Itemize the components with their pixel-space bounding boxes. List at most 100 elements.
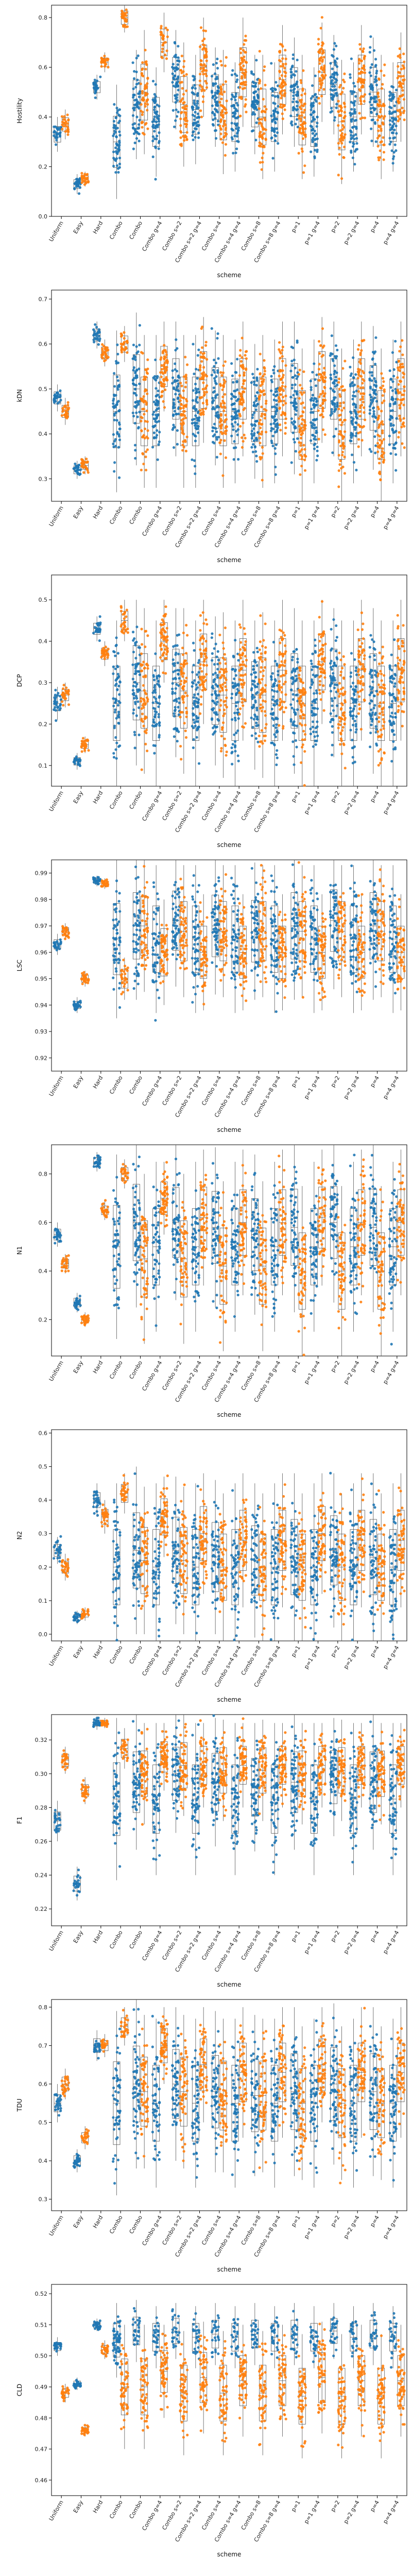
strip-point: [284, 417, 287, 420]
strip-point: [194, 409, 197, 412]
strip-point: [391, 351, 394, 354]
strip-point: [331, 679, 334, 682]
strip-point: [402, 417, 405, 420]
strip-point: [171, 406, 175, 410]
strip-point: [193, 721, 196, 724]
strip-point: [131, 378, 135, 381]
strip-point: [237, 717, 240, 720]
strip-point: [76, 465, 79, 468]
strip-point: [319, 344, 322, 347]
strip-point: [380, 442, 383, 445]
strip-point: [191, 134, 194, 137]
strip-point: [303, 122, 306, 125]
strip-point: [363, 71, 367, 74]
strip-point: [276, 94, 279, 98]
strip-point: [255, 438, 259, 442]
strip-point: [291, 693, 295, 696]
strip-point: [211, 123, 214, 126]
strip-point: [154, 697, 158, 701]
strip-point: [303, 448, 306, 451]
strip-point: [232, 381, 235, 384]
strip-point: [242, 64, 245, 67]
strip-point: [333, 73, 336, 77]
strip-point: [138, 140, 141, 143]
strip-point: [282, 84, 285, 88]
strip-point: [171, 428, 174, 431]
strip-point: [393, 685, 396, 688]
strip-point: [97, 343, 100, 346]
strip-point: [212, 368, 215, 372]
strip-point: [330, 659, 333, 663]
strip-point: [219, 371, 222, 374]
strip-point: [143, 689, 146, 692]
strip-point: [279, 429, 282, 432]
strip-point: [270, 375, 273, 378]
strip-point: [276, 749, 279, 752]
strip-point: [230, 746, 233, 750]
strip-point: [254, 450, 258, 453]
strip-point: [66, 403, 70, 406]
strip-point: [245, 110, 248, 113]
strip-point: [122, 622, 125, 625]
strip-point: [176, 429, 179, 432]
strip-point: [274, 81, 278, 84]
strip-point: [96, 336, 99, 340]
strip-point: [399, 398, 402, 401]
strip-point: [117, 716, 121, 719]
strip-point: [117, 721, 120, 725]
strip-point: [315, 125, 318, 128]
x-tick-label: Hard: [92, 790, 104, 805]
strip-point: [331, 725, 334, 728]
strip-point: [352, 417, 355, 420]
strip-point: [158, 736, 161, 739]
strip-point: [116, 672, 119, 676]
strip-point: [138, 733, 141, 737]
strip-point: [354, 118, 358, 122]
strip-point: [140, 429, 143, 432]
strip-point: [163, 365, 166, 368]
y-tick-label: 0.4: [39, 431, 48, 437]
strip-point: [294, 450, 297, 453]
strip-point: [242, 421, 245, 425]
strip-point: [126, 628, 129, 631]
strip-point: [113, 470, 116, 473]
strip-point: [323, 76, 326, 79]
strip-point: [254, 660, 257, 664]
strip-point: [314, 418, 317, 421]
x-tick-label: Combo s=4: [200, 790, 222, 822]
strip-point: [179, 131, 183, 134]
strip-point: [359, 351, 362, 354]
strip-point: [397, 71, 400, 74]
strip-point: [212, 673, 215, 676]
x-tick-label: p=2 g=4: [342, 505, 361, 531]
strip-point: [160, 364, 163, 367]
strip-point: [361, 395, 365, 398]
strip-point: [118, 438, 122, 442]
strip-point: [331, 731, 334, 734]
strip-point: [363, 411, 366, 414]
strip-point: [183, 139, 186, 142]
strip-point: [118, 108, 121, 111]
strip-point: [116, 352, 119, 355]
strip-point: [338, 113, 341, 116]
strip-point: [194, 382, 197, 386]
strip-point: [195, 715, 198, 718]
strip-point: [234, 92, 237, 95]
strip-point: [144, 105, 147, 108]
strip-point: [180, 55, 183, 58]
strip-point: [176, 739, 179, 743]
strip-point: [211, 652, 214, 655]
strip-point: [132, 368, 135, 372]
strip-point: [117, 710, 121, 714]
strip-point: [195, 367, 198, 371]
strip-point: [316, 666, 319, 669]
strip-point: [193, 101, 196, 105]
strip-point: [154, 379, 158, 382]
strip-point: [175, 651, 178, 655]
strip-point: [193, 405, 196, 408]
strip-point: [402, 403, 405, 406]
strip-point: [173, 403, 176, 406]
strip-point: [403, 389, 406, 393]
strip-point: [185, 105, 188, 108]
strip-point: [350, 436, 353, 439]
